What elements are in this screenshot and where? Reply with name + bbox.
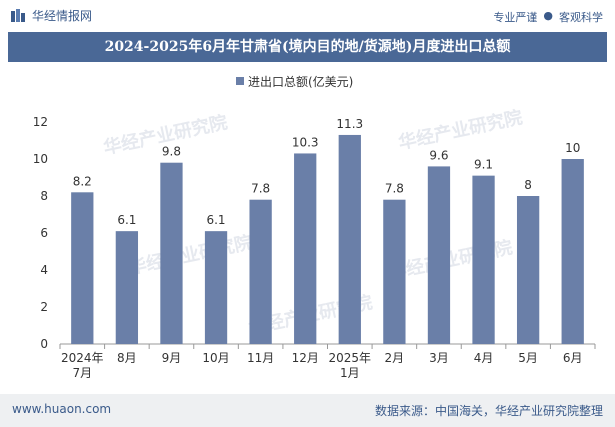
watermark-text: 华经产业研究院 bbox=[126, 231, 254, 279]
data-label: 9.8 bbox=[162, 145, 181, 159]
brand[interactable]: 华经情报网 bbox=[10, 7, 92, 24]
legend: 进出口总额(亿美元) bbox=[236, 74, 353, 89]
bar[interactable] bbox=[71, 192, 94, 344]
x-tick-label: 2025年 bbox=[329, 351, 372, 365]
data-label: 11.3 bbox=[336, 117, 363, 131]
data-label: 10 bbox=[565, 141, 580, 155]
x-tick-label: 2024年 bbox=[61, 351, 104, 365]
legend-label: 进出口总额(亿美元) bbox=[248, 74, 353, 89]
data-label: 8 bbox=[524, 178, 532, 192]
x-tick-label: 10月 bbox=[202, 351, 229, 365]
x-tick-label: 8月 bbox=[117, 351, 137, 365]
top-bar: 华经情报网 专业严谨 ● 客观科学 bbox=[0, 0, 615, 30]
bar[interactable] bbox=[115, 231, 139, 344]
bar[interactable] bbox=[294, 153, 317, 344]
bar[interactable] bbox=[338, 134, 361, 344]
y-tick-label: 8 bbox=[40, 189, 48, 203]
data-label: 6.1 bbox=[206, 213, 225, 227]
data-label: 9.6 bbox=[429, 148, 448, 162]
data-label: 9.1 bbox=[474, 158, 493, 172]
x-tick-label: 5月 bbox=[518, 351, 538, 365]
title-bar: 2024-2025年6月年甘肃省(境内目的地/货源地)月度进出口总额 bbox=[8, 32, 607, 62]
data-label: 6.1 bbox=[117, 213, 136, 227]
bar[interactable] bbox=[249, 199, 272, 344]
watermark-text: 华经产业研究院 bbox=[386, 236, 514, 284]
watermark-text: 华经产业研究院 bbox=[396, 106, 524, 154]
x-tick-label: 9月 bbox=[162, 351, 182, 365]
bar[interactable] bbox=[561, 159, 584, 344]
x-tick-label: 12月 bbox=[292, 351, 319, 365]
bullet-icon: ● bbox=[543, 9, 553, 22]
y-tick-label: 6 bbox=[40, 226, 48, 240]
data-label: 10.3 bbox=[292, 135, 319, 149]
data-label: 7.8 bbox=[385, 182, 404, 196]
x-tick-label: 1月 bbox=[340, 366, 360, 380]
y-tick-label: 2 bbox=[40, 300, 48, 314]
slogan-left: 专业严谨 bbox=[493, 11, 538, 24]
slogan: 专业严谨 ● 客观科学 bbox=[493, 9, 603, 25]
data-source: 数据来源：中国海关，华经产业研究院整理 bbox=[374, 404, 603, 418]
bar[interactable] bbox=[427, 166, 451, 344]
x-tick-label: 4月 bbox=[474, 351, 494, 365]
brand-logo-icon bbox=[11, 8, 25, 22]
x-tick-label: 2月 bbox=[385, 351, 405, 365]
x-tick-label: 6月 bbox=[563, 351, 583, 365]
legend-swatch bbox=[236, 77, 244, 85]
chart-title: 2024-2025年6月年甘肃省(境内目的地/货源地)月度进出口总额 bbox=[104, 39, 511, 55]
bar[interactable] bbox=[383, 199, 406, 344]
y-tick-label: 12 bbox=[33, 115, 48, 129]
y-tick-label: 0 bbox=[40, 337, 48, 351]
bar[interactable] bbox=[472, 175, 495, 344]
bar[interactable] bbox=[516, 196, 540, 344]
x-tick-label: 3月 bbox=[429, 351, 449, 365]
footer: www.huaon.com 数据来源：中国海关，华经产业研究院整理 bbox=[0, 394, 615, 427]
bar-chart: 华经产业研究院华经产业研究院华经产业研究院华经产业研究院华经产业研究院 进出口总… bbox=[33, 74, 596, 380]
data-label: 8.2 bbox=[73, 174, 92, 188]
x-tick-label: 11月 bbox=[247, 351, 274, 365]
site-link[interactable]: www.huaon.com bbox=[12, 402, 112, 416]
data-label: 7.8 bbox=[251, 182, 270, 196]
bars: 8.2 6.1 9.8 6.1 7.8 10.3 11.3 7.8 9.6 9.1 8 10 bbox=[71, 117, 584, 344]
y-tick-label: 4 bbox=[40, 263, 48, 277]
bar[interactable] bbox=[204, 231, 228, 344]
slogan-right: 客观科学 bbox=[559, 11, 603, 24]
bar[interactable] bbox=[160, 162, 183, 344]
brand-name: 华经情报网 bbox=[32, 9, 93, 23]
y-tick-label: 10 bbox=[33, 152, 48, 166]
x-tick-label: 7月 bbox=[72, 366, 92, 380]
